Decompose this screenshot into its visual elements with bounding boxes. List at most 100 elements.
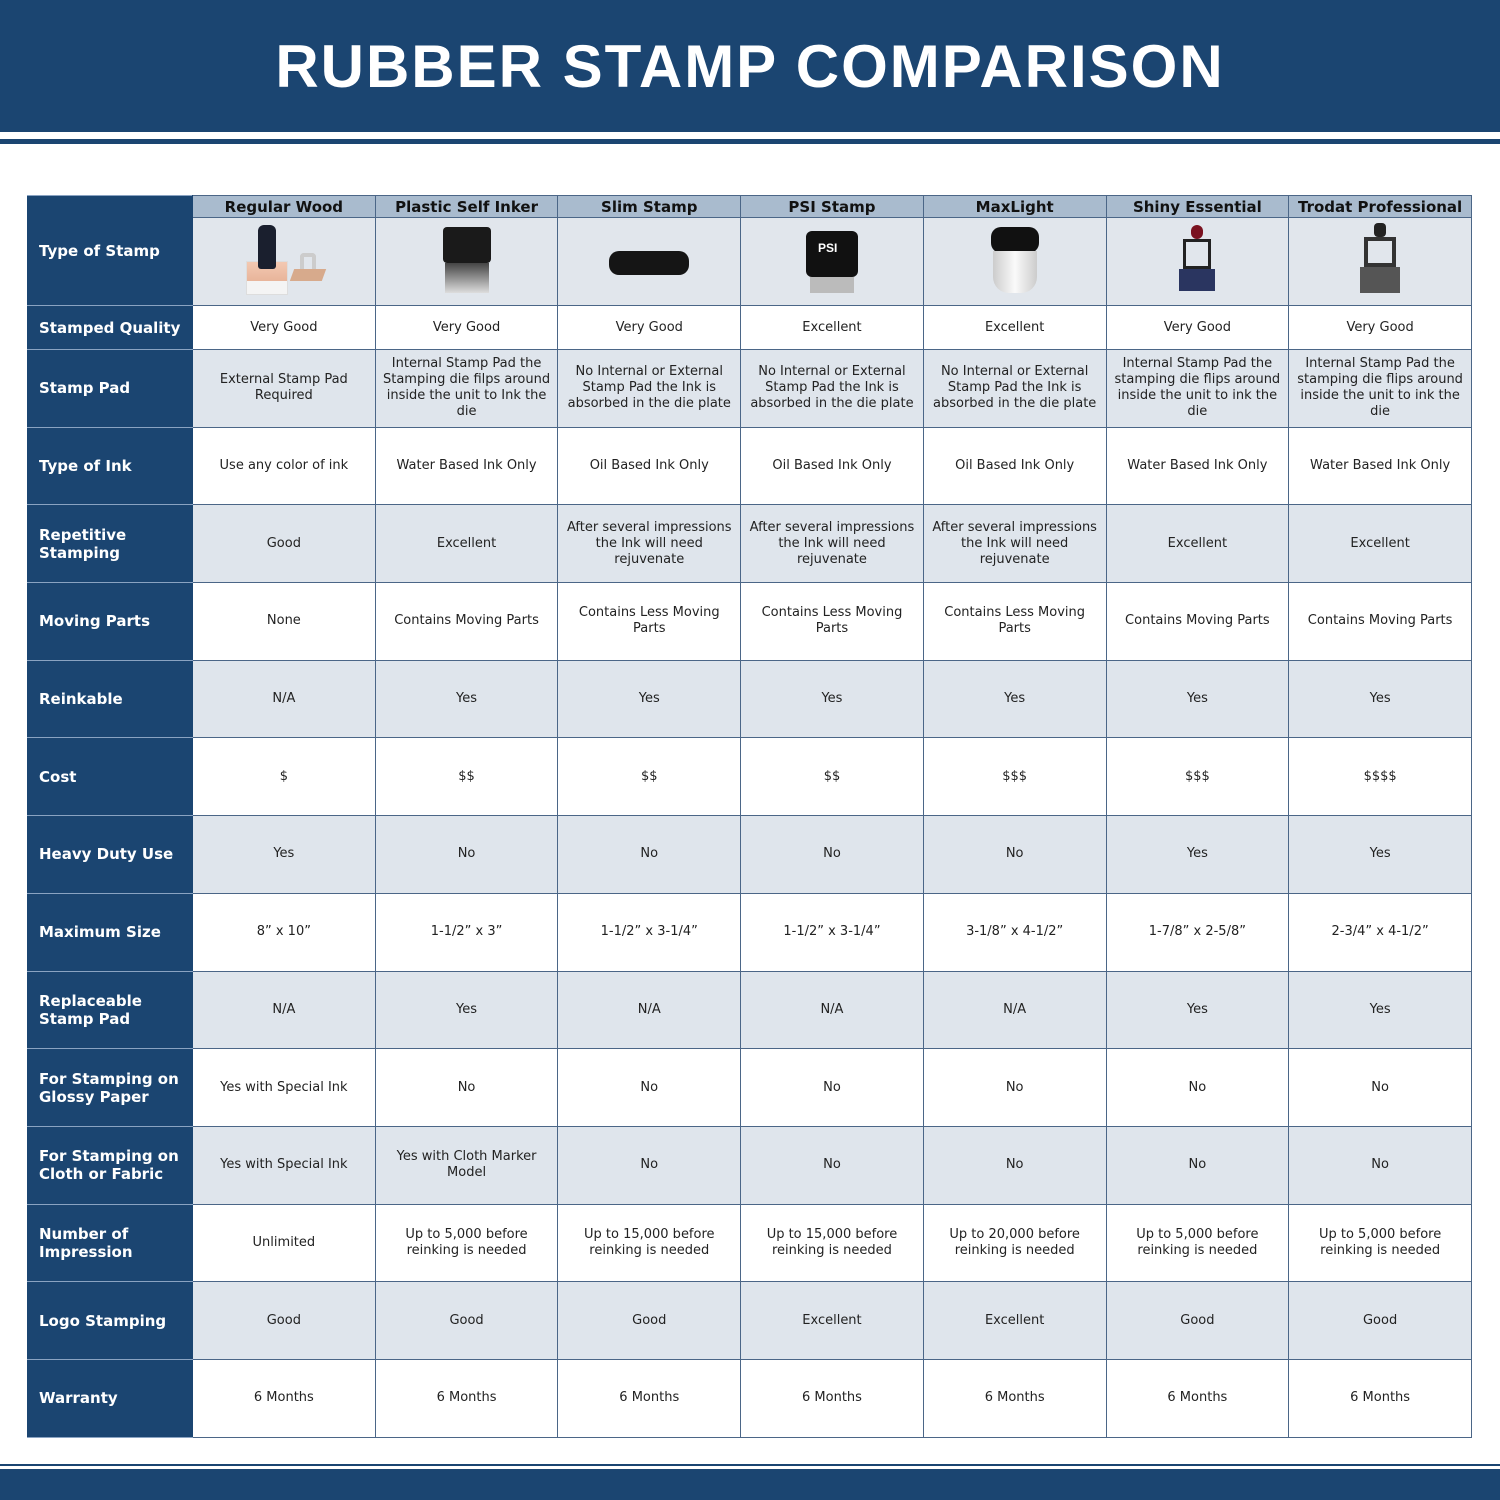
table-cell: No Internal or External Stamp Pad the In…	[922, 349, 1107, 428]
table-cell: Excellent	[374, 504, 559, 584]
column-header: Regular Wood	[192, 195, 376, 218]
table-row: Stamp Pad External Stamp Pad Required Inte…	[27, 349, 1472, 428]
table-cell: No	[922, 1125, 1107, 1205]
table-cell: Internal Stamp Pad the stamping die flip…	[1288, 349, 1472, 428]
row-label: Replaceable Stamp Pad	[27, 970, 193, 1050]
column-header: Slim Stamp	[557, 195, 742, 218]
table-cell: Excellent	[1288, 504, 1472, 584]
table-cell: Oil Based Ink Only	[922, 426, 1107, 506]
row-label: Heavy Duty Use	[27, 815, 193, 894]
row-label: Moving Parts	[27, 582, 193, 661]
table-cell: After several impressions the Ink will n…	[922, 504, 1107, 584]
table-cell: After several impressions the Ink will n…	[557, 504, 742, 584]
table-cell: No	[1288, 1048, 1472, 1127]
table-cell: $	[192, 737, 376, 817]
row-label: Stamp Pad	[27, 349, 193, 428]
stamp-image: PSI	[740, 217, 924, 306]
table-cell: Yes	[1288, 970, 1472, 1050]
table-cell: Yes	[1105, 659, 1290, 739]
table-cell: External Stamp Pad Required	[192, 349, 376, 428]
table-cell: No	[922, 1048, 1107, 1127]
table-cell: Yes	[557, 659, 742, 739]
table-cell: Up to 15,000 before reinking is needed	[557, 1203, 742, 1283]
table-cell: 6 Months	[922, 1358, 1107, 1438]
table-cell: Use any color of ink	[192, 426, 376, 506]
table-cell: No	[374, 815, 559, 894]
table-cell: Water Based Ink Only	[1105, 426, 1290, 506]
table-cell: Contains Less Moving Parts	[922, 582, 1107, 661]
table-row: Logo Stamping Good Good Good Excellent Excell…	[27, 1281, 1472, 1360]
table-cell: N/A	[192, 659, 376, 739]
table-cell: Yes	[1105, 815, 1290, 894]
stamp-image	[374, 217, 559, 306]
column-header: Shiny Essential	[1105, 195, 1290, 218]
table-cell: Internal Stamp Pad the Stamping die filp…	[374, 349, 559, 428]
stamp-image	[1105, 217, 1290, 306]
table-cell: Contains Moving Parts	[374, 582, 559, 661]
table-cell: 8” x 10”	[192, 892, 376, 972]
table-cell: 6 Months	[1288, 1358, 1472, 1438]
table-row: Repetitive Stamping Good Excellent After se…	[27, 504, 1472, 584]
table-cell: Good	[1288, 1281, 1472, 1360]
table-cell: Excellent	[740, 1281, 924, 1360]
table-cell: Yes with Cloth Marker Model	[374, 1125, 559, 1205]
table-cell: 1-1/2” x 3-1/4”	[740, 892, 924, 972]
row-label: Warranty	[27, 1358, 193, 1438]
table-cell: $$$	[1105, 737, 1290, 817]
stamp-picture	[609, 221, 690, 297]
table-cell: Water Based Ink Only	[1288, 426, 1472, 506]
table-row: Replaceable Stamp Pad N/A Yes N/A N/A N/A Yes Y…	[27, 970, 1472, 1050]
table-cell: 6 Months	[557, 1358, 742, 1438]
table-cell: 6 Months	[1105, 1358, 1290, 1438]
table-cell: N/A	[922, 970, 1107, 1050]
table-cell: No	[922, 815, 1107, 894]
stamp-image	[557, 217, 742, 306]
table-cell: No	[374, 1048, 559, 1127]
column-header: MaxLight	[922, 195, 1107, 218]
table-cell: No	[557, 1125, 742, 1205]
table-cell: Up to 5,000 before reinking is needed	[1105, 1203, 1290, 1283]
comparison-table: Type of Stamp Regular Wood Plastic Self In…	[27, 195, 1472, 1438]
table-cell: $$	[374, 737, 559, 817]
row-label: Number of Impression	[27, 1203, 193, 1283]
table-row: Heavy Duty Use Yes No No No No Yes Yes	[27, 815, 1472, 894]
table-cell: Contains Less Moving Parts	[740, 582, 924, 661]
table-cell: Oil Based Ink Only	[557, 426, 742, 506]
column-header: PSI Stamp	[740, 195, 924, 218]
table-cell: 6 Months	[740, 1358, 924, 1438]
stamp-picture	[427, 221, 507, 297]
table-row: Number of Impression Unlimited Up to 5,000…	[27, 1203, 1472, 1283]
table-cell: $$$	[922, 737, 1107, 817]
table-cell: $$$$	[1288, 737, 1472, 817]
table-cell: N/A	[557, 970, 742, 1050]
table-cell: 6 Months	[192, 1358, 376, 1438]
table-cell: Very Good	[557, 305, 742, 350]
table-cell: 6 Months	[374, 1358, 559, 1438]
row-label: Logo Stamping	[27, 1281, 193, 1360]
table-row: Reinkable N/A Yes Yes Yes Yes Yes Yes	[27, 659, 1472, 739]
table-cell: No Internal or External Stamp Pad the In…	[740, 349, 924, 428]
table-cell: Contains Moving Parts	[1105, 582, 1290, 661]
table-cell: Good	[1105, 1281, 1290, 1360]
table-cell: 1-7/8” x 2-5/8”	[1105, 892, 1290, 972]
table-cell: Yes	[1288, 659, 1472, 739]
table-cell: Water Based Ink Only	[374, 426, 559, 506]
table-row: Stamped Quality Very Good Very Good Very Go…	[27, 305, 1472, 350]
table-row: Cost $ $$ $$ $$ $$$ $$$ $$$$	[27, 737, 1472, 817]
table-cell: 1-1/2” x 3-1/4”	[557, 892, 742, 972]
stamp-image	[192, 217, 376, 306]
table-cell: No	[740, 815, 924, 894]
table-cell: Yes	[1288, 815, 1472, 894]
row-label: Type of Stamp	[27, 195, 193, 306]
row-label: Cost	[27, 737, 193, 817]
table-row: Moving Parts None Contains Moving Parts Con…	[27, 582, 1472, 661]
row-label: Repetitive Stamping	[27, 504, 193, 584]
stamp-picture	[1157, 221, 1237, 297]
row-label: For Stamping on Cloth or Fabric	[27, 1125, 193, 1205]
stamp-image	[1288, 217, 1472, 306]
table-cell: No	[1105, 1048, 1290, 1127]
table-row: Type of Ink Use any color of ink Water Bas…	[27, 426, 1472, 506]
table-cell: Yes	[374, 970, 559, 1050]
column-header: Trodat Professional	[1288, 195, 1472, 218]
table-cell: Very Good	[1288, 305, 1472, 350]
